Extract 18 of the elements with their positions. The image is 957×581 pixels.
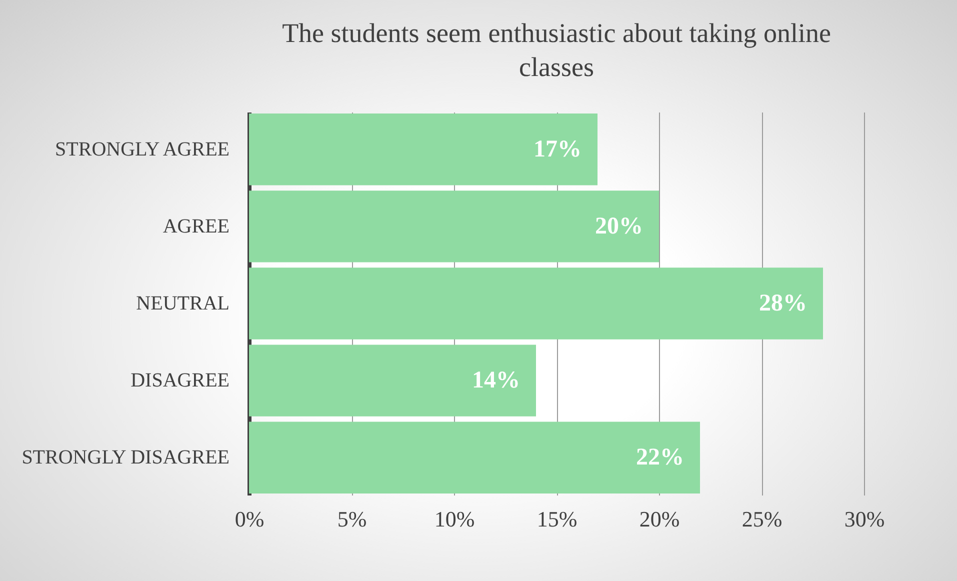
data-label: 22% bbox=[636, 444, 684, 471]
data-label: 14% bbox=[472, 368, 520, 394]
x-tick-label: 0% bbox=[234, 506, 264, 532]
y-tick-label: STRONGLY AGREE bbox=[55, 138, 230, 160]
chart-title: The students seem enthusiastic about taking online classes bbox=[282, 18, 831, 82]
y-tick-label: AGREE bbox=[162, 215, 230, 238]
x-tick-label: 30% bbox=[844, 506, 885, 532]
data-label: 20% bbox=[595, 213, 643, 240]
y-tick-label: NEUTRAL bbox=[136, 292, 230, 314]
y-tick-label: DISAGREE bbox=[130, 370, 230, 392]
x-tick-label: 15% bbox=[536, 506, 578, 532]
y-tick-label: STRONGLY DISAGREE bbox=[22, 446, 230, 469]
x-tick-label: 20% bbox=[639, 506, 680, 532]
data-label: 17% bbox=[534, 136, 582, 162]
x-tick-label: 25% bbox=[742, 506, 782, 532]
data-label: 28% bbox=[759, 290, 807, 316]
x-tick-label: 10% bbox=[434, 506, 475, 532]
x-tick-label: 5% bbox=[337, 506, 367, 532]
